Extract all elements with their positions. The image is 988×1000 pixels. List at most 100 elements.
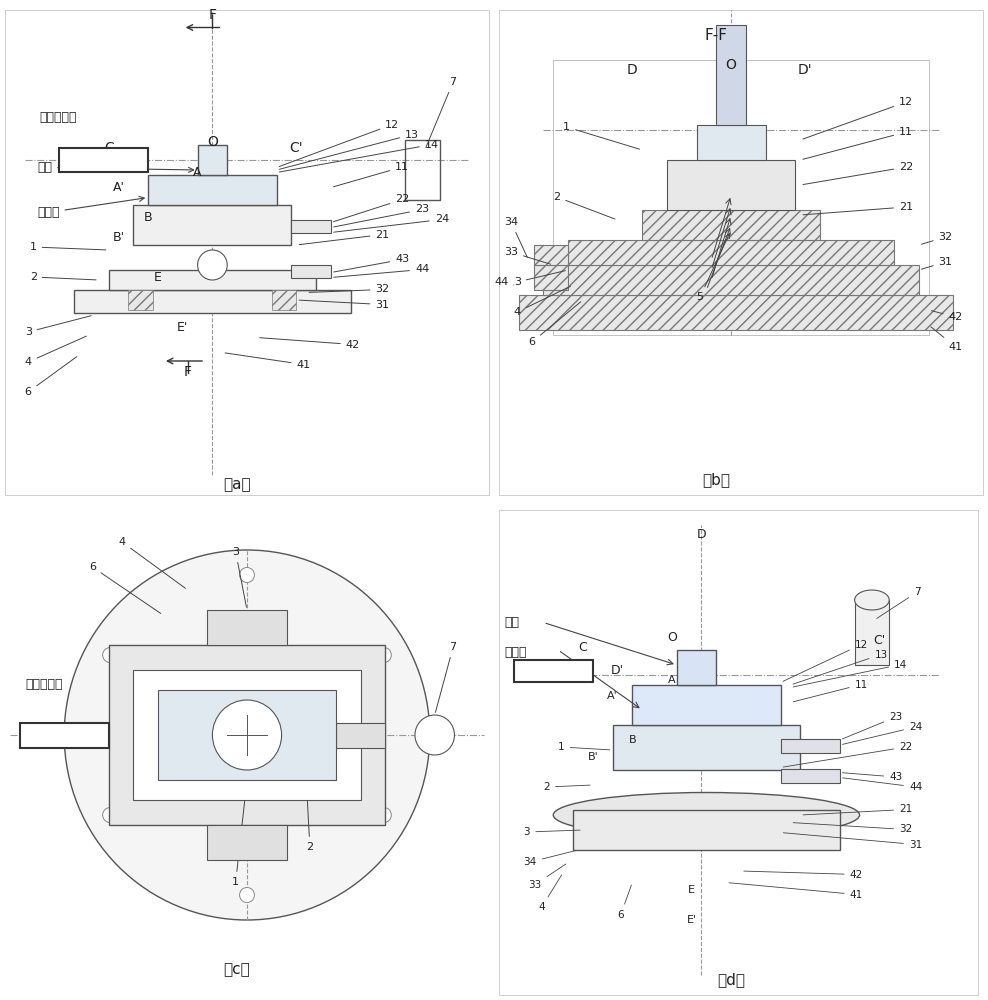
Text: A: A bbox=[668, 675, 676, 685]
Bar bbox=[519, 295, 953, 330]
Text: B': B' bbox=[588, 752, 598, 762]
Text: C: C bbox=[104, 140, 114, 154]
Text: 入射中子束: 入射中子束 bbox=[26, 678, 63, 692]
Bar bbox=[133, 205, 291, 245]
Bar bbox=[272, 290, 296, 310]
Bar bbox=[336, 722, 385, 748]
Text: B': B' bbox=[113, 231, 124, 244]
Text: D: D bbox=[697, 528, 706, 542]
Text: 33: 33 bbox=[529, 864, 566, 890]
Text: 42: 42 bbox=[260, 338, 360, 350]
Bar bbox=[553, 60, 929, 335]
Bar bbox=[207, 825, 287, 860]
Text: （a）: （a） bbox=[223, 478, 251, 492]
Bar bbox=[677, 650, 716, 685]
Text: 12: 12 bbox=[280, 119, 399, 167]
Text: 31: 31 bbox=[783, 833, 922, 850]
Bar bbox=[207, 610, 287, 645]
Text: 样品: 样品 bbox=[504, 616, 519, 629]
Text: 32: 32 bbox=[309, 284, 389, 294]
Bar bbox=[534, 245, 568, 265]
Text: 7: 7 bbox=[876, 587, 921, 618]
Bar bbox=[158, 690, 336, 780]
Circle shape bbox=[64, 550, 430, 920]
Text: 6: 6 bbox=[618, 885, 631, 920]
Text: 34: 34 bbox=[524, 851, 575, 867]
Ellipse shape bbox=[855, 590, 889, 610]
Ellipse shape bbox=[553, 792, 860, 838]
Text: 4: 4 bbox=[25, 336, 86, 367]
Text: D': D' bbox=[798, 63, 812, 77]
Text: 1: 1 bbox=[232, 783, 247, 887]
Text: 6: 6 bbox=[89, 562, 161, 613]
Text: 2: 2 bbox=[30, 272, 96, 282]
Text: 2: 2 bbox=[306, 783, 313, 852]
Text: 11: 11 bbox=[793, 680, 867, 702]
Circle shape bbox=[415, 715, 454, 755]
Text: 1: 1 bbox=[30, 242, 106, 252]
Text: F: F bbox=[184, 365, 192, 379]
Circle shape bbox=[239, 888, 254, 902]
Text: 22: 22 bbox=[334, 194, 409, 222]
Text: 样品架: 样品架 bbox=[504, 646, 527, 659]
Text: 42: 42 bbox=[932, 311, 962, 322]
Circle shape bbox=[103, 808, 118, 822]
Text: O: O bbox=[667, 631, 677, 644]
Text: C': C' bbox=[873, 634, 885, 647]
Text: 31: 31 bbox=[299, 300, 389, 310]
Text: 6: 6 bbox=[25, 357, 77, 397]
Text: 12: 12 bbox=[783, 640, 867, 681]
Text: 13: 13 bbox=[280, 129, 419, 169]
Text: 样品: 样品 bbox=[38, 161, 194, 174]
Bar bbox=[534, 265, 568, 290]
Text: A': A' bbox=[608, 691, 618, 701]
Text: B: B bbox=[144, 211, 152, 224]
Text: 3: 3 bbox=[232, 547, 246, 607]
Text: 33: 33 bbox=[504, 247, 550, 264]
Text: 44: 44 bbox=[334, 264, 429, 277]
Bar bbox=[781, 738, 840, 752]
Bar bbox=[573, 810, 840, 850]
Text: 13: 13 bbox=[793, 650, 887, 684]
Text: 43: 43 bbox=[843, 772, 902, 782]
Bar bbox=[716, 25, 746, 125]
Bar bbox=[133, 670, 361, 800]
Text: 42: 42 bbox=[744, 869, 863, 880]
Text: 2: 2 bbox=[543, 782, 590, 792]
Text: 23: 23 bbox=[334, 205, 429, 227]
Circle shape bbox=[376, 648, 391, 662]
Text: B: B bbox=[628, 735, 636, 745]
Bar bbox=[613, 725, 800, 770]
Text: 34: 34 bbox=[504, 217, 528, 257]
Text: 23: 23 bbox=[843, 712, 902, 739]
Circle shape bbox=[376, 808, 391, 822]
Text: 1: 1 bbox=[563, 122, 639, 149]
Text: 22: 22 bbox=[803, 162, 913, 185]
Text: 2: 2 bbox=[553, 192, 615, 219]
Text: 21: 21 bbox=[803, 804, 912, 815]
Bar bbox=[291, 220, 331, 232]
Text: 24: 24 bbox=[843, 722, 922, 744]
Text: 样品架: 样品架 bbox=[38, 196, 144, 219]
Text: 11: 11 bbox=[334, 162, 409, 187]
Text: F-F: F-F bbox=[704, 27, 728, 42]
Text: 5: 5 bbox=[697, 234, 729, 302]
Text: 3: 3 bbox=[25, 316, 91, 337]
Bar bbox=[667, 160, 795, 210]
Text: 3: 3 bbox=[514, 271, 565, 287]
Text: E: E bbox=[688, 885, 696, 895]
Text: 14: 14 bbox=[793, 660, 907, 687]
Text: 22: 22 bbox=[783, 742, 912, 767]
Text: E': E' bbox=[687, 915, 697, 925]
Bar bbox=[291, 265, 331, 277]
Text: 24: 24 bbox=[334, 215, 449, 232]
Text: 4: 4 bbox=[514, 286, 570, 317]
Text: 21: 21 bbox=[803, 202, 913, 215]
Text: D: D bbox=[627, 63, 637, 77]
Bar bbox=[543, 265, 919, 295]
Bar bbox=[109, 645, 385, 825]
Circle shape bbox=[198, 250, 227, 280]
Text: 1: 1 bbox=[558, 742, 610, 752]
Text: 44: 44 bbox=[843, 778, 922, 792]
Bar bbox=[148, 175, 277, 205]
